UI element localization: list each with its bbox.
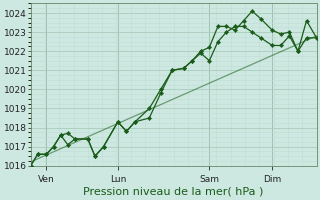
X-axis label: Pression niveau de la mer( hPa ): Pression niveau de la mer( hPa ) [84, 187, 264, 197]
